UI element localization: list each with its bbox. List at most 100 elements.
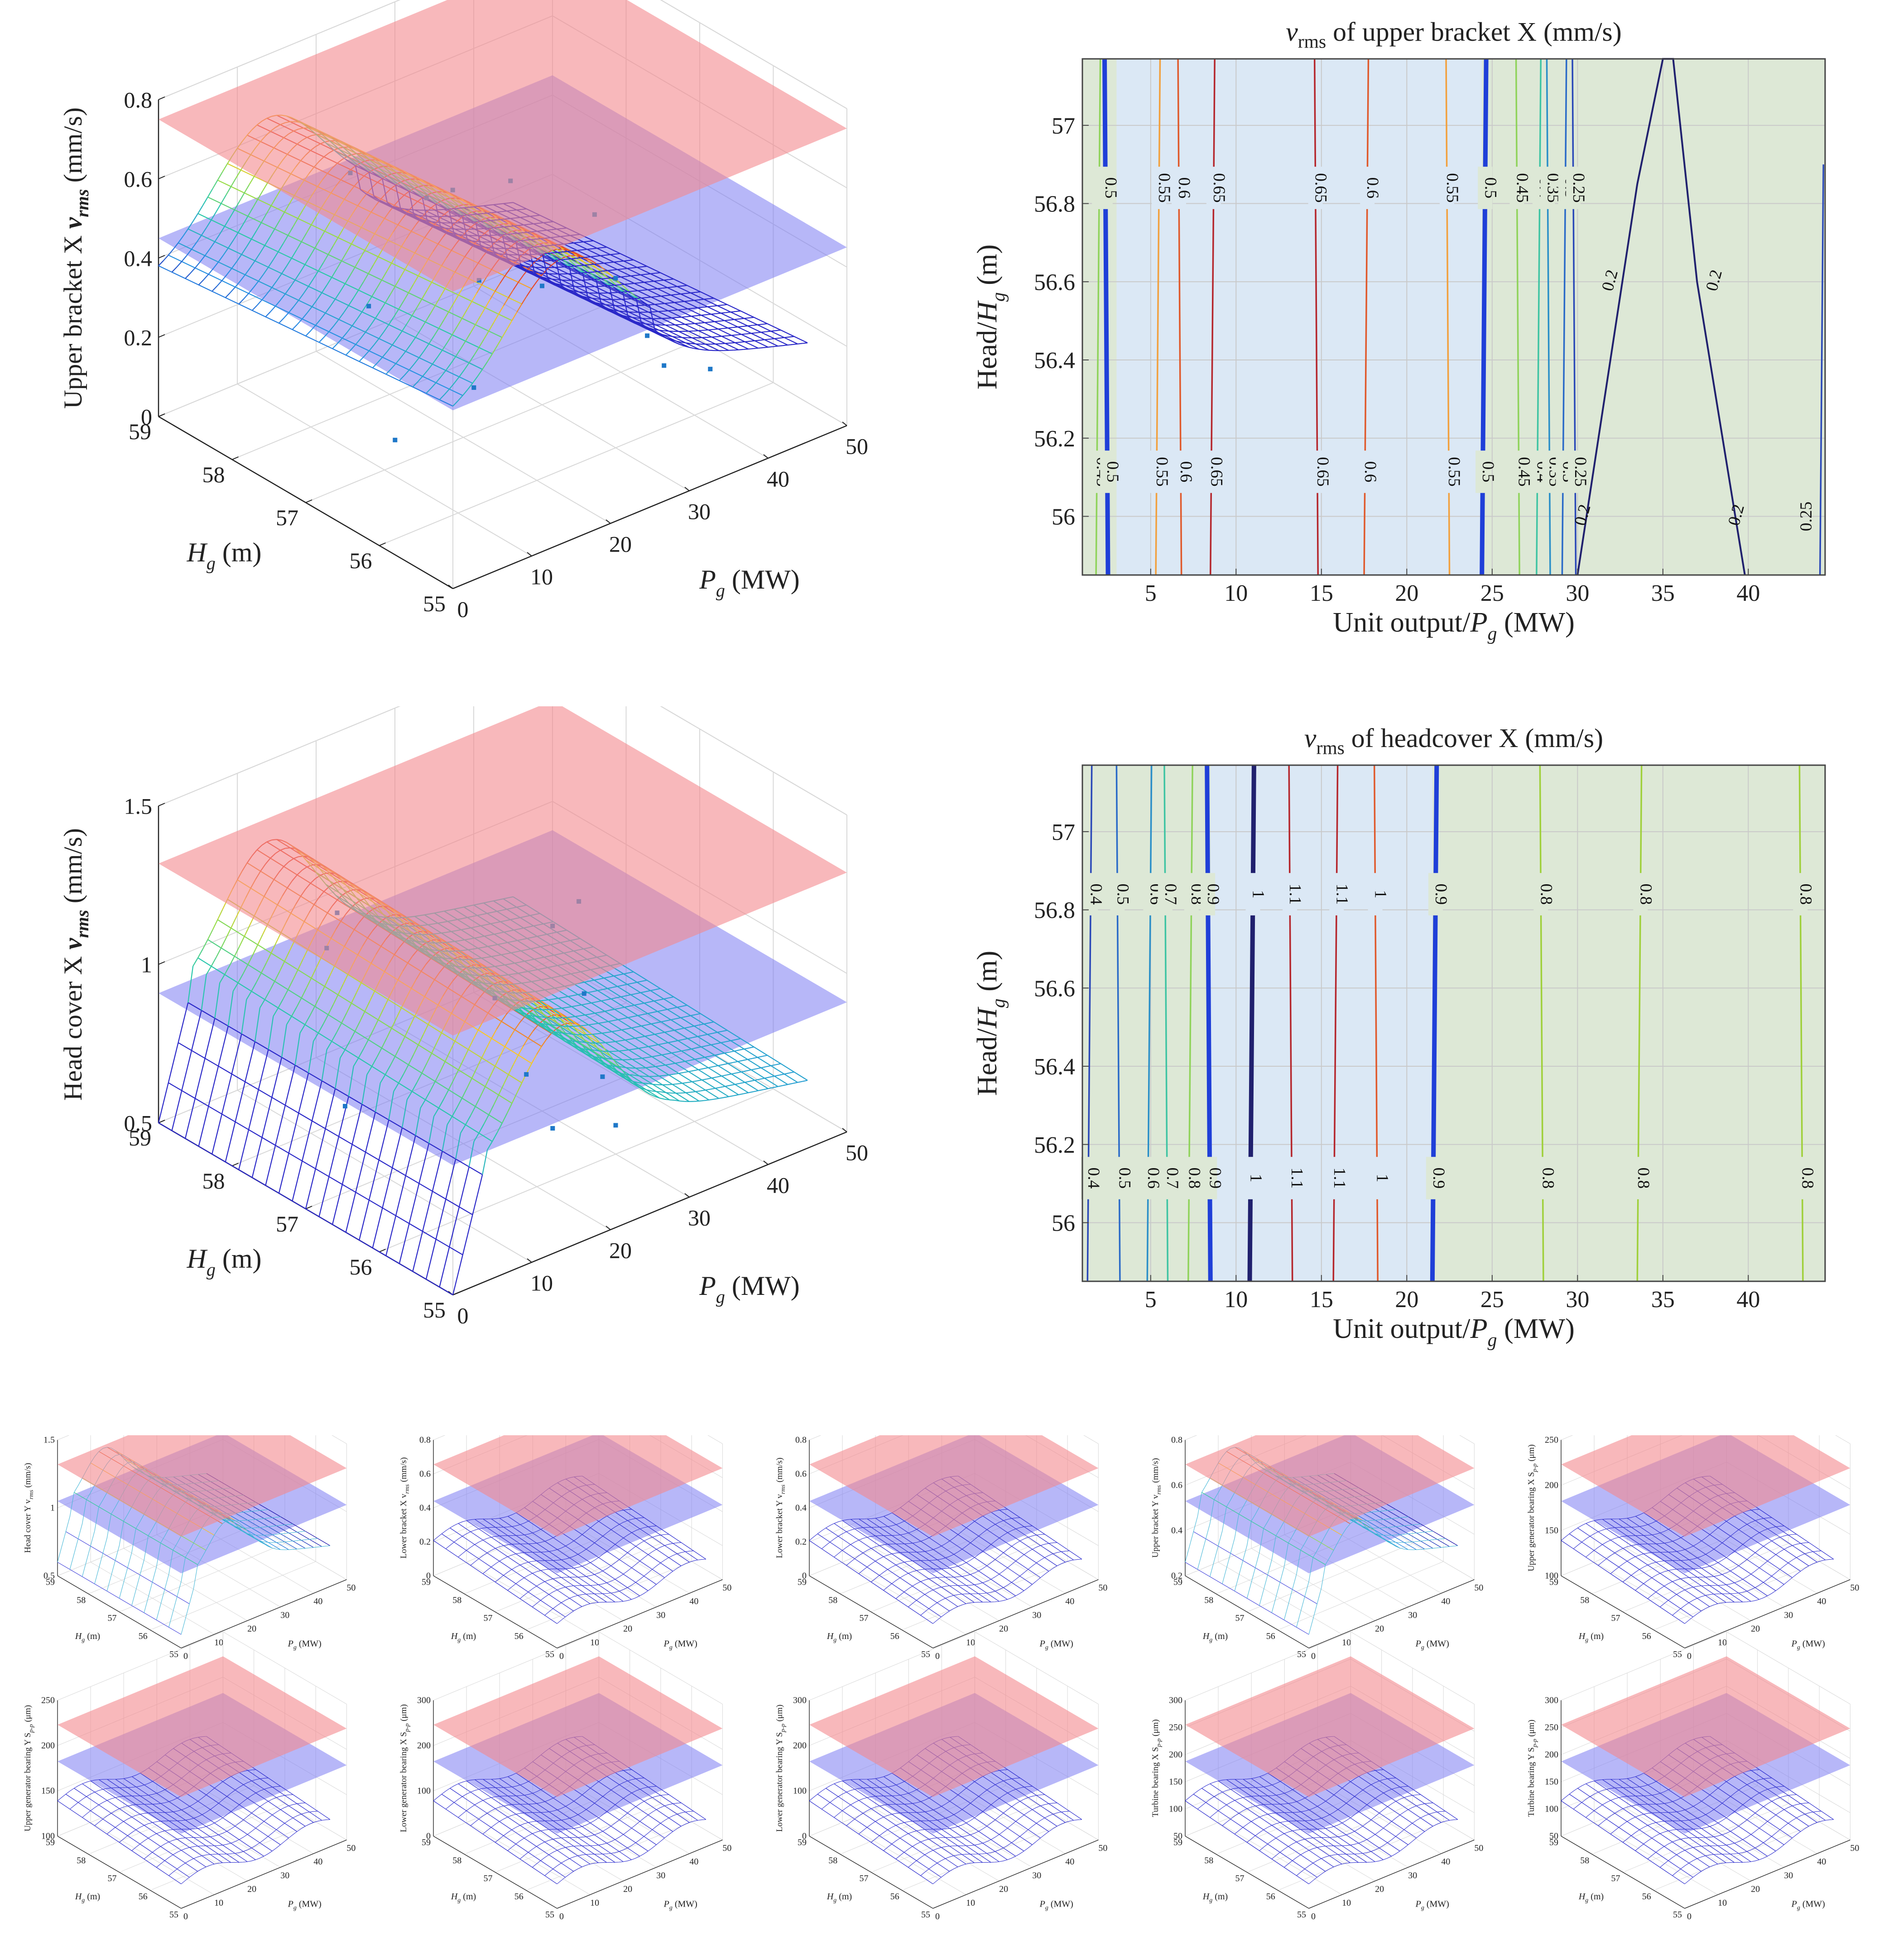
h-axis: [57, 1575, 182, 1649]
surface-line-p: [423, 1024, 429, 1035]
surface-line-p: [607, 987, 613, 989]
surface-line-p: [363, 273, 369, 283]
surface-line-p: [519, 267, 524, 270]
h-axis: [809, 1575, 933, 1649]
surface-line-p: [511, 311, 518, 321]
y-tick-label: 56.8: [1034, 192, 1075, 217]
surface-line-p: [612, 311, 618, 315]
surface-line-p: [596, 1000, 601, 1003]
surface-line-p: [687, 1081, 692, 1083]
upper-limit-plane: [809, 1656, 1099, 1797]
surface-line-p: [742, 1059, 748, 1061]
surface-line-p: [415, 329, 421, 338]
h-tick-label: 57: [276, 505, 298, 530]
surface-line-p: [354, 1021, 360, 1032]
surface-line-p: [591, 278, 596, 280]
surface-line-p: [713, 1065, 718, 1067]
surface-line-p: [600, 254, 606, 256]
surface-line-p: [645, 1067, 651, 1069]
surface-line-p: [250, 260, 255, 268]
h-axis-label: Hg (m): [1578, 1631, 1604, 1644]
surface-line-p: [716, 1075, 722, 1078]
surface-line-p: [335, 291, 341, 300]
box-edge: [158, 0, 401, 100]
h-tick-label: 58: [1204, 1595, 1213, 1605]
surface-line-p: [554, 284, 559, 288]
surface-line-p: [535, 275, 541, 279]
surface-line-p: [371, 1057, 377, 1067]
surface-line-p: [457, 318, 463, 327]
surface-line-p: [301, 233, 307, 242]
contour-label-bg: [1329, 873, 1344, 915]
surface-line-p: [199, 1058, 206, 1078]
z-axis-label: Head cover Y vrms (mm/s): [23, 1463, 35, 1553]
surface-line-p: [575, 1015, 581, 1017]
contour-label: 0.4: [1084, 1168, 1103, 1189]
surface-line-p: [360, 332, 366, 339]
surface-line-p: [398, 301, 404, 310]
surface-line-p: [745, 1081, 750, 1083]
surface-line-p: [356, 982, 362, 993]
surface-line-p: [405, 344, 411, 352]
surface-line: [1623, 1778, 1772, 1843]
surface-line-p: [634, 1003, 639, 1006]
surface-line-p: [252, 944, 259, 955]
surface-line-p: [270, 1145, 276, 1166]
p-axis-label: Pg (MW): [1039, 1899, 1073, 1911]
p-tick-label: 10: [1342, 1898, 1351, 1908]
h-tick-label: 59: [46, 1577, 55, 1587]
surface-line-p: [595, 302, 601, 305]
surface-line-p: [586, 299, 591, 302]
contour-label-bg: [1478, 167, 1493, 209]
chart-title: vrms of headcover X (mm/s): [1304, 723, 1603, 758]
surface-line-p: [656, 295, 661, 297]
surface-line-p: [440, 1199, 447, 1219]
surface-line-p: [513, 282, 519, 290]
surface-line: [1647, 1794, 1797, 1859]
surface-line-p: [252, 199, 259, 208]
surface-line-p: [341, 1164, 348, 1185]
surface-line-p: [230, 1121, 236, 1142]
surface-line-p: [284, 287, 291, 294]
surface-line-p: [346, 325, 353, 333]
surface-line-p: [425, 1259, 432, 1280]
surface-line-p: [426, 388, 432, 394]
surface-line-p: [581, 257, 586, 259]
p-tick-label: 0: [1687, 1651, 1692, 1661]
surface-line-p: [725, 1085, 730, 1087]
surface-line-p: [487, 1141, 493, 1150]
surface-line-p: [561, 1037, 567, 1040]
blue-region: [1116, 59, 1482, 575]
surface-line-p: [646, 1089, 652, 1092]
surface-line-p: [202, 196, 208, 206]
surface-line-p: [260, 214, 267, 223]
surface-line-p: [415, 1108, 421, 1136]
surface-line-p: [231, 261, 237, 269]
surface-line-p: [639, 304, 645, 306]
surface-line-p: [342, 974, 349, 985]
p-tick-label: 50: [1850, 1843, 1859, 1853]
surface-line-p: [540, 1000, 546, 1005]
surface-line-p: [437, 1151, 443, 1172]
upper-limit-plane: [58, 1656, 347, 1797]
surface-line: [181, 1819, 330, 1884]
surface-line-p: [548, 252, 553, 254]
surface-line-p: [590, 1012, 595, 1015]
surface-line-p: [284, 203, 290, 212]
surface-line-p: [173, 1042, 179, 1063]
surface-line-p: [657, 332, 663, 335]
surface-line-p: [610, 1041, 615, 1043]
surface-line-p: [327, 245, 334, 255]
surface-line-p: [409, 1016, 415, 1027]
h-tick-label: 56: [890, 1631, 899, 1641]
surface-line-p: [388, 1091, 394, 1120]
surface-line-p: [759, 1078, 765, 1080]
contour-label: 1: [1371, 890, 1390, 899]
surface-line-p: [274, 220, 280, 230]
contour-label: 0.8: [1798, 1168, 1817, 1189]
surface-line-p: [736, 1071, 742, 1073]
surface-line-p: [621, 298, 627, 300]
surface-line-p: [472, 376, 478, 384]
surface-line-p: [654, 1033, 660, 1035]
surface-line-p: [326, 1041, 332, 1050]
